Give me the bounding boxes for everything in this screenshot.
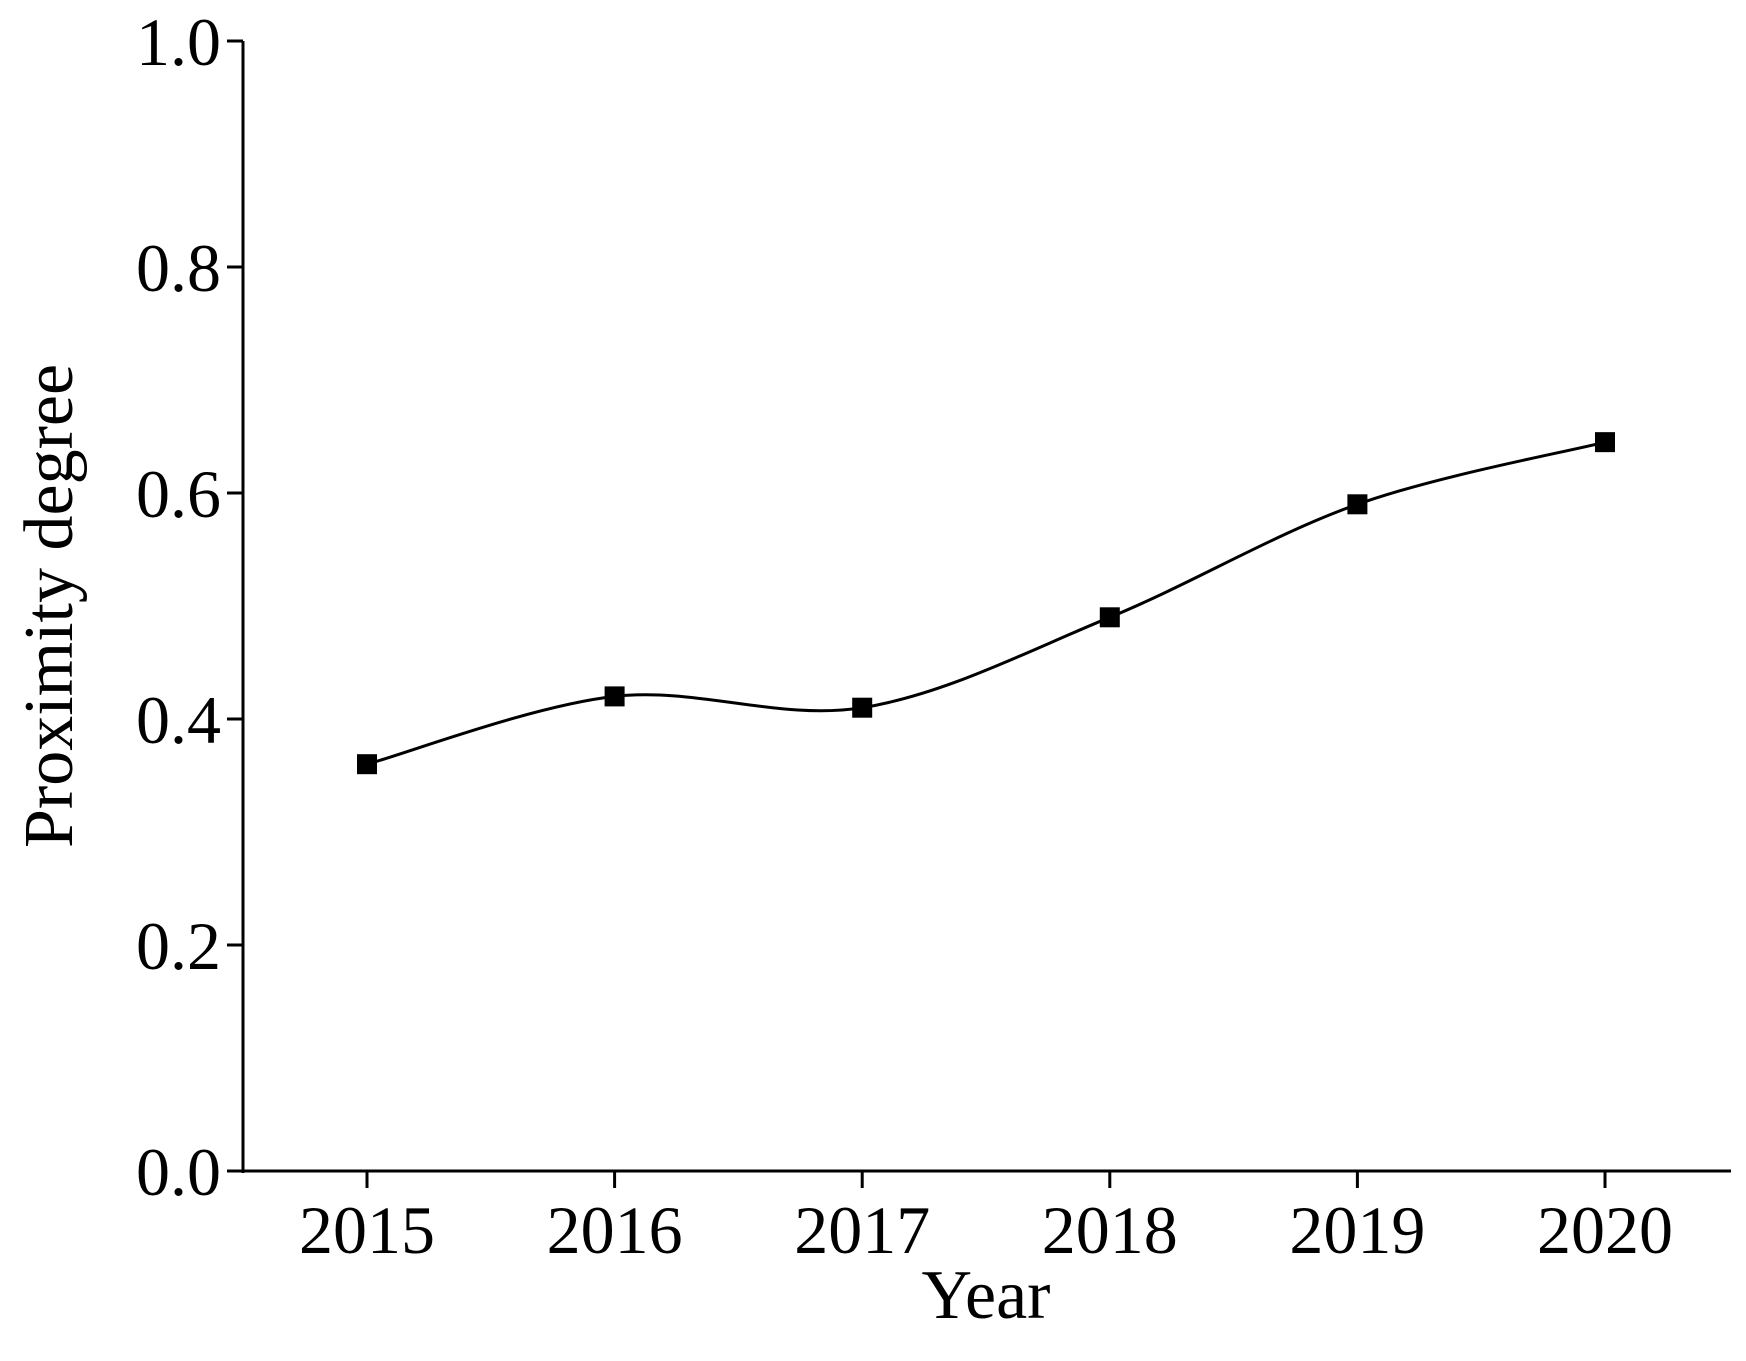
y-axis-title: Proximity degree [11,364,88,848]
x-tick-label: 2017 [794,1192,930,1268]
marker [357,754,377,775]
marker [852,697,873,718]
y-tick-label: 0.0 [136,1134,221,1210]
x-tick-label: 2016 [547,1192,683,1268]
x-axis-title: Year [922,1257,1051,1334]
x-tick-label: 2020 [1537,1192,1673,1268]
marker [1099,607,1120,628]
marker [604,686,625,707]
x-tick-label: 2018 [1042,1192,1178,1268]
x-tick-label: 2015 [299,1192,435,1268]
y-tick-label: 0.6 [136,456,221,532]
marker [1347,494,1368,515]
marker [1595,432,1615,453]
y-tick-label: 0.8 [136,230,221,306]
y-tick-label: 1.0 [136,4,221,80]
line [366,440,1606,766]
y-tick-label: 0.2 [136,908,221,984]
y-tick-label: 0.4 [136,682,221,758]
x-tick-label: 2019 [1289,1192,1425,1268]
